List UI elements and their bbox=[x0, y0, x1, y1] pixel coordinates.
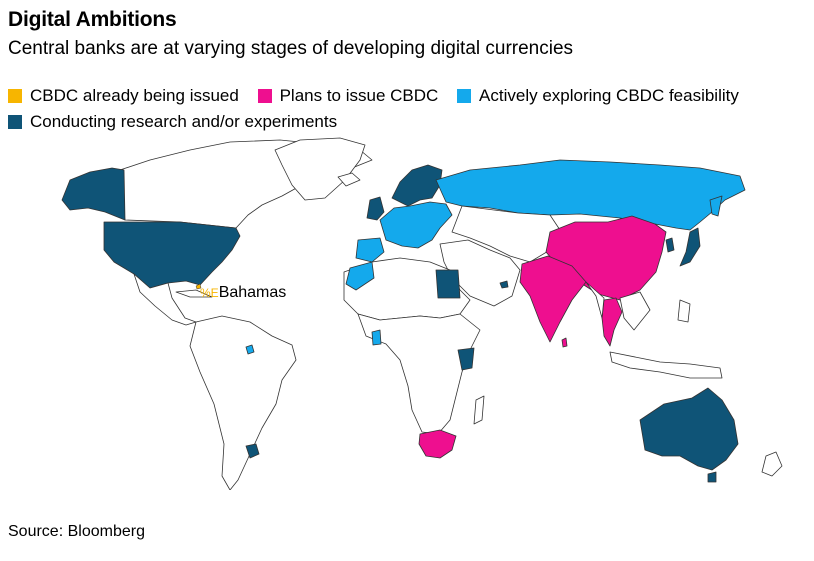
india bbox=[519, 255, 587, 343]
europe bbox=[379, 201, 453, 249]
madagascar bbox=[473, 395, 485, 425]
legend-item-exploring: Actively exploring CBDC feasibility bbox=[457, 84, 739, 108]
ghana bbox=[371, 329, 382, 346]
southeast-asia bbox=[585, 281, 651, 331]
legend-swatch-issued bbox=[8, 89, 22, 103]
new-zealand bbox=[761, 451, 783, 477]
united-states bbox=[103, 221, 241, 289]
iceland bbox=[337, 172, 361, 187]
iberia bbox=[355, 237, 385, 263]
cuba bbox=[175, 289, 213, 298]
uruguay bbox=[245, 443, 260, 459]
bahamas-code: %E bbox=[200, 286, 219, 300]
chart-subtitle: Central banks are at varying stages of d… bbox=[8, 38, 574, 59]
french-guiana bbox=[245, 344, 255, 355]
japan bbox=[679, 227, 701, 267]
legend-swatch-exploring bbox=[457, 89, 472, 103]
australia bbox=[639, 387, 739, 471]
source-note: Source: Bloomberg bbox=[8, 523, 145, 540]
korea bbox=[665, 237, 675, 253]
bahamas-islands bbox=[195, 283, 202, 290]
bahamas-label: Bahamas bbox=[218, 284, 287, 301]
south-america bbox=[189, 315, 297, 490]
chart-title: Digital Ambitions bbox=[8, 8, 177, 31]
legend-item-plans: Plans to issue CBDC bbox=[257, 84, 439, 108]
kamchatka bbox=[709, 195, 723, 217]
indonesia bbox=[609, 351, 723, 379]
scandinavia bbox=[391, 164, 443, 207]
world-map bbox=[61, 137, 783, 490]
egypt bbox=[435, 269, 461, 299]
legend-swatch-research bbox=[8, 115, 22, 129]
philippines bbox=[677, 299, 691, 323]
thailand bbox=[601, 297, 623, 347]
uae bbox=[499, 280, 509, 289]
kenya bbox=[457, 347, 475, 371]
south-africa bbox=[418, 429, 457, 459]
united-kingdom bbox=[366, 196, 385, 221]
legend-item-research: Conducting research and/or experiments bbox=[8, 110, 337, 134]
legend-label-exploring: Actively exploring CBDC feasibility bbox=[479, 86, 739, 105]
morocco bbox=[345, 261, 375, 291]
legend-label-issued: CBDC already being issued bbox=[30, 86, 239, 105]
legend-label-plans: Plans to issue CBDC bbox=[279, 86, 439, 105]
alaska bbox=[61, 167, 126, 221]
bahamas-annotation: %EBahamas bbox=[200, 284, 286, 302]
sri-lanka bbox=[561, 337, 568, 348]
russia bbox=[435, 159, 746, 231]
legend-label-research: Conducting research and/or experiments bbox=[30, 112, 338, 131]
legend: CBDC already being issued Plans to issue… bbox=[8, 84, 808, 136]
tasmania bbox=[707, 471, 717, 483]
legend-item-issued: CBDC already being issued bbox=[8, 84, 239, 108]
central-africa bbox=[357, 313, 481, 435]
legend-swatch-plans bbox=[257, 89, 272, 103]
